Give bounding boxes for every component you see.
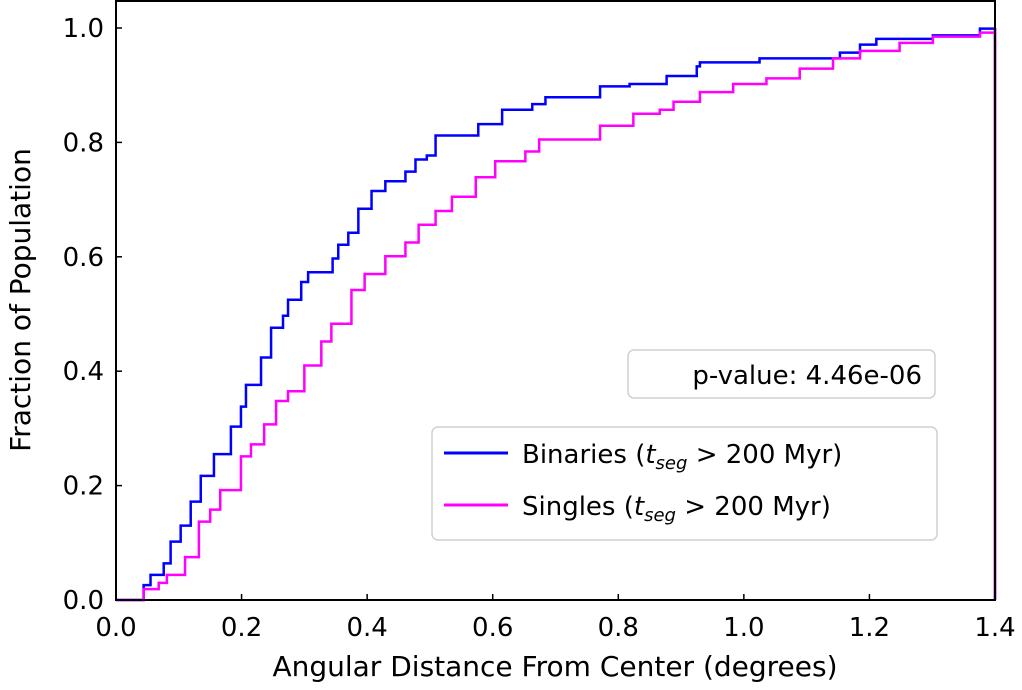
y-tick-label: 0.2 bbox=[63, 472, 104, 502]
y-tick-label: 0.0 bbox=[63, 586, 104, 616]
y-tick-label: 0.6 bbox=[63, 243, 104, 273]
p-value-text: p-value: 4.46e-06 bbox=[692, 361, 922, 391]
p-value-annotation: p-value: 4.46e-06 bbox=[627, 349, 936, 399]
plot-frame bbox=[115, 0, 996, 601]
y-axis-label: Fraction of Population bbox=[4, 148, 37, 452]
x-tick-label: 0.8 bbox=[598, 613, 639, 643]
series-layer bbox=[116, 27, 997, 602]
series-line-binaries bbox=[116, 27, 997, 602]
y-tick-label: 0.8 bbox=[63, 128, 104, 158]
y-tick-label: 1.0 bbox=[63, 14, 104, 44]
x-axis: 0.0 0.2 0.4 0.6 0.8 1.0 1.2 1.4 bbox=[95, 594, 1016, 643]
x-axis-label: Angular Distance From Center (degrees) bbox=[272, 650, 837, 683]
x-tick-label: 0.0 bbox=[95, 613, 136, 643]
legend: Binaries (tseg > 200 Myr) Singles (tseg … bbox=[431, 426, 938, 541]
legend-label-singles: Singles (tseg > 200 Myr) bbox=[522, 492, 831, 526]
y-axis: 0.0 0.2 0.4 0.6 0.8 1.0 bbox=[63, 14, 122, 616]
x-tick-label: 0.4 bbox=[346, 613, 387, 643]
x-tick-label: 1.0 bbox=[723, 613, 764, 643]
y-tick-label: 0.4 bbox=[63, 357, 104, 387]
legend-label-binaries: Binaries (tseg > 200 Myr) bbox=[522, 440, 842, 474]
series-line-singles bbox=[116, 28, 997, 602]
p-value-box bbox=[627, 349, 936, 399]
legend-box bbox=[431, 426, 938, 541]
x-tick-label: 1.4 bbox=[974, 613, 1015, 643]
x-tick-label: 0.6 bbox=[472, 613, 513, 643]
x-tick-label: 0.2 bbox=[221, 613, 262, 643]
x-tick-label: 1.2 bbox=[849, 613, 890, 643]
